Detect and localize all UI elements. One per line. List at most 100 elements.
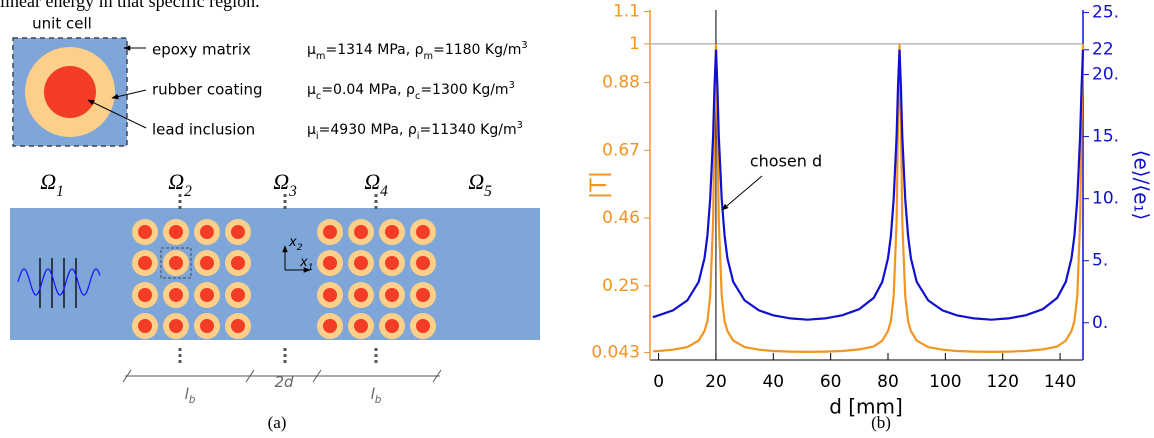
axis-label: x2	[288, 235, 303, 253]
text-part: 1	[308, 263, 314, 273]
unit-cell-label: unit cell	[32, 15, 92, 33]
arrow	[87, 99, 147, 129]
inclusion	[169, 288, 183, 302]
text-part: 3	[509, 80, 515, 91]
x-tick-label: 80	[877, 372, 899, 392]
text-part: b	[189, 394, 196, 406]
annotation-arrow	[721, 175, 763, 211]
inclusion	[231, 225, 245, 239]
region-label: Ω4	[364, 169, 388, 200]
y2-tick-label: 5.	[1092, 251, 1108, 271]
separators	[178, 194, 378, 366]
inclusion	[200, 319, 214, 333]
dimension-label: lb	[185, 385, 196, 407]
text-part: =4930 MPa, ρ	[319, 122, 417, 138]
inclusion	[138, 225, 152, 239]
y2-tick-label: 20.	[1092, 65, 1119, 85]
text-part: =1314 MPa, ρ	[325, 42, 423, 58]
inclusion	[385, 225, 399, 239]
x-tick-label: 100	[929, 372, 961, 392]
dimension-tick	[245, 369, 255, 383]
inclusion	[385, 288, 399, 302]
material-name: rubber coating	[152, 81, 263, 99]
inclusion	[354, 256, 368, 270]
chart: 0 20 40 60 80 100 120 140 0.043 0.25 0.46 0.67 0.88 1…	[591, 2, 1119, 392]
dimension-label: 2d	[274, 373, 294, 391]
text-part: 2	[184, 183, 192, 200]
x-tick-label: 120	[986, 372, 1018, 392]
inclusion	[416, 319, 430, 333]
y2-axis-label: ⟨e⟩/⟨e₁⟩	[1130, 150, 1154, 221]
text-part: c	[415, 91, 420, 102]
inclusion	[416, 256, 430, 270]
inclusion	[231, 256, 245, 270]
inclusion	[354, 288, 368, 302]
text-part: c	[316, 91, 321, 102]
text-part: 3	[288, 183, 297, 200]
material-name: epoxy matrix	[152, 41, 251, 59]
text-part: l	[371, 385, 376, 403]
text-part: b	[375, 394, 382, 406]
incident-wave	[17, 258, 101, 308]
materials: epoxy matrix μm=1314 MPa, ρm=1180 Kg/m3 ru…	[152, 40, 528, 142]
text-part: Ω	[40, 169, 56, 194]
text-part: Ω	[273, 169, 289, 194]
material-props: μm=1314 MPa, ρm=1180 Kg/m3	[307, 40, 528, 62]
inclusion	[200, 225, 214, 239]
x-tick-label: 140	[1044, 372, 1076, 392]
inclusion	[231, 288, 245, 302]
inclusions	[132, 219, 436, 339]
dimension-tick	[312, 369, 322, 383]
inclusion	[138, 288, 152, 302]
inclusion	[169, 256, 183, 270]
regions: Ω1 Ω2 Ω3 Ω4 Ω5	[40, 169, 492, 200]
region-label: Ω5	[468, 169, 492, 200]
y-tick-label: 0.67	[602, 140, 640, 160]
text-part: 3	[517, 120, 523, 131]
material-props: μc=0.04 MPa, ρc=1300 Kg/m3	[307, 80, 515, 102]
text-part: μ	[307, 82, 316, 98]
text-fragment: linear energy in that specific region.	[0, 0, 260, 11]
inclusion	[169, 225, 183, 239]
dimension-tick	[122, 369, 132, 383]
text-part: x	[299, 255, 308, 270]
annotation: chosen d	[750, 152, 822, 171]
text-part: 3	[521, 40, 527, 51]
inclusion	[323, 319, 337, 333]
inclusion	[416, 225, 430, 239]
text-part: =1300 Kg/m	[420, 82, 508, 98]
text-part: 2d	[274, 373, 294, 391]
text-part: x	[288, 235, 297, 250]
caption: (b)	[871, 413, 891, 432]
inclusion	[416, 288, 430, 302]
x-tick-label: 20	[705, 372, 727, 392]
text-part: Ω	[468, 169, 484, 194]
text-part: 1	[56, 183, 64, 200]
text-part: Ω	[168, 169, 184, 194]
y2-tick-label: 10.	[1092, 189, 1119, 209]
y-tick-label: 0.043	[591, 343, 640, 363]
text-part: 4	[380, 183, 388, 200]
text-part: i	[417, 131, 420, 142]
region-label: Ω3	[273, 169, 297, 200]
unit-cell-marker	[160, 247, 192, 279]
inclusion	[354, 319, 368, 333]
region-label: Ω2	[168, 169, 192, 200]
inclusion	[231, 319, 245, 333]
y-tick-label: 0.46	[602, 208, 640, 228]
x-axis-label: d [mm]	[829, 395, 903, 419]
region-label: Ω1	[40, 169, 64, 200]
x-tick-label: 60	[820, 372, 842, 392]
y-tick-label: 0.25	[602, 276, 640, 296]
y2-tick-label: 25.	[1092, 2, 1119, 22]
wave	[17, 268, 101, 296]
dimension-tick	[432, 369, 442, 383]
x-tick-label: 0	[653, 372, 664, 392]
material-name: lead inclusion	[152, 121, 255, 139]
text-part: =11340 Kg/m	[419, 122, 516, 138]
inclusion	[138, 319, 152, 333]
y2-tick-label: 15.	[1092, 127, 1119, 147]
text-part: 5	[484, 183, 492, 200]
